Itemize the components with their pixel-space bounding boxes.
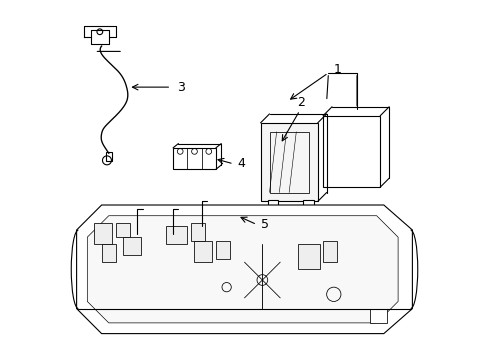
Bar <box>323 241 337 262</box>
Bar <box>123 237 141 255</box>
Bar <box>116 223 130 237</box>
Bar <box>216 241 230 258</box>
Bar <box>369 309 386 323</box>
Bar <box>190 223 205 241</box>
Bar <box>260 123 317 202</box>
Bar <box>106 153 111 161</box>
Text: 1: 1 <box>333 63 341 76</box>
Bar <box>303 200 313 210</box>
Bar <box>194 241 212 262</box>
Text: 5: 5 <box>260 218 268 231</box>
Bar <box>269 132 308 193</box>
Polygon shape <box>77 205 411 334</box>
Text: 2: 2 <box>296 95 304 109</box>
Bar <box>94 223 112 244</box>
Bar <box>323 116 380 187</box>
Polygon shape <box>87 216 397 323</box>
Text: 4: 4 <box>237 157 244 170</box>
Text: 3: 3 <box>176 81 184 94</box>
Bar <box>298 244 319 269</box>
Bar <box>165 226 187 244</box>
Bar <box>267 200 278 210</box>
Bar <box>102 244 116 262</box>
Bar <box>173 148 216 169</box>
